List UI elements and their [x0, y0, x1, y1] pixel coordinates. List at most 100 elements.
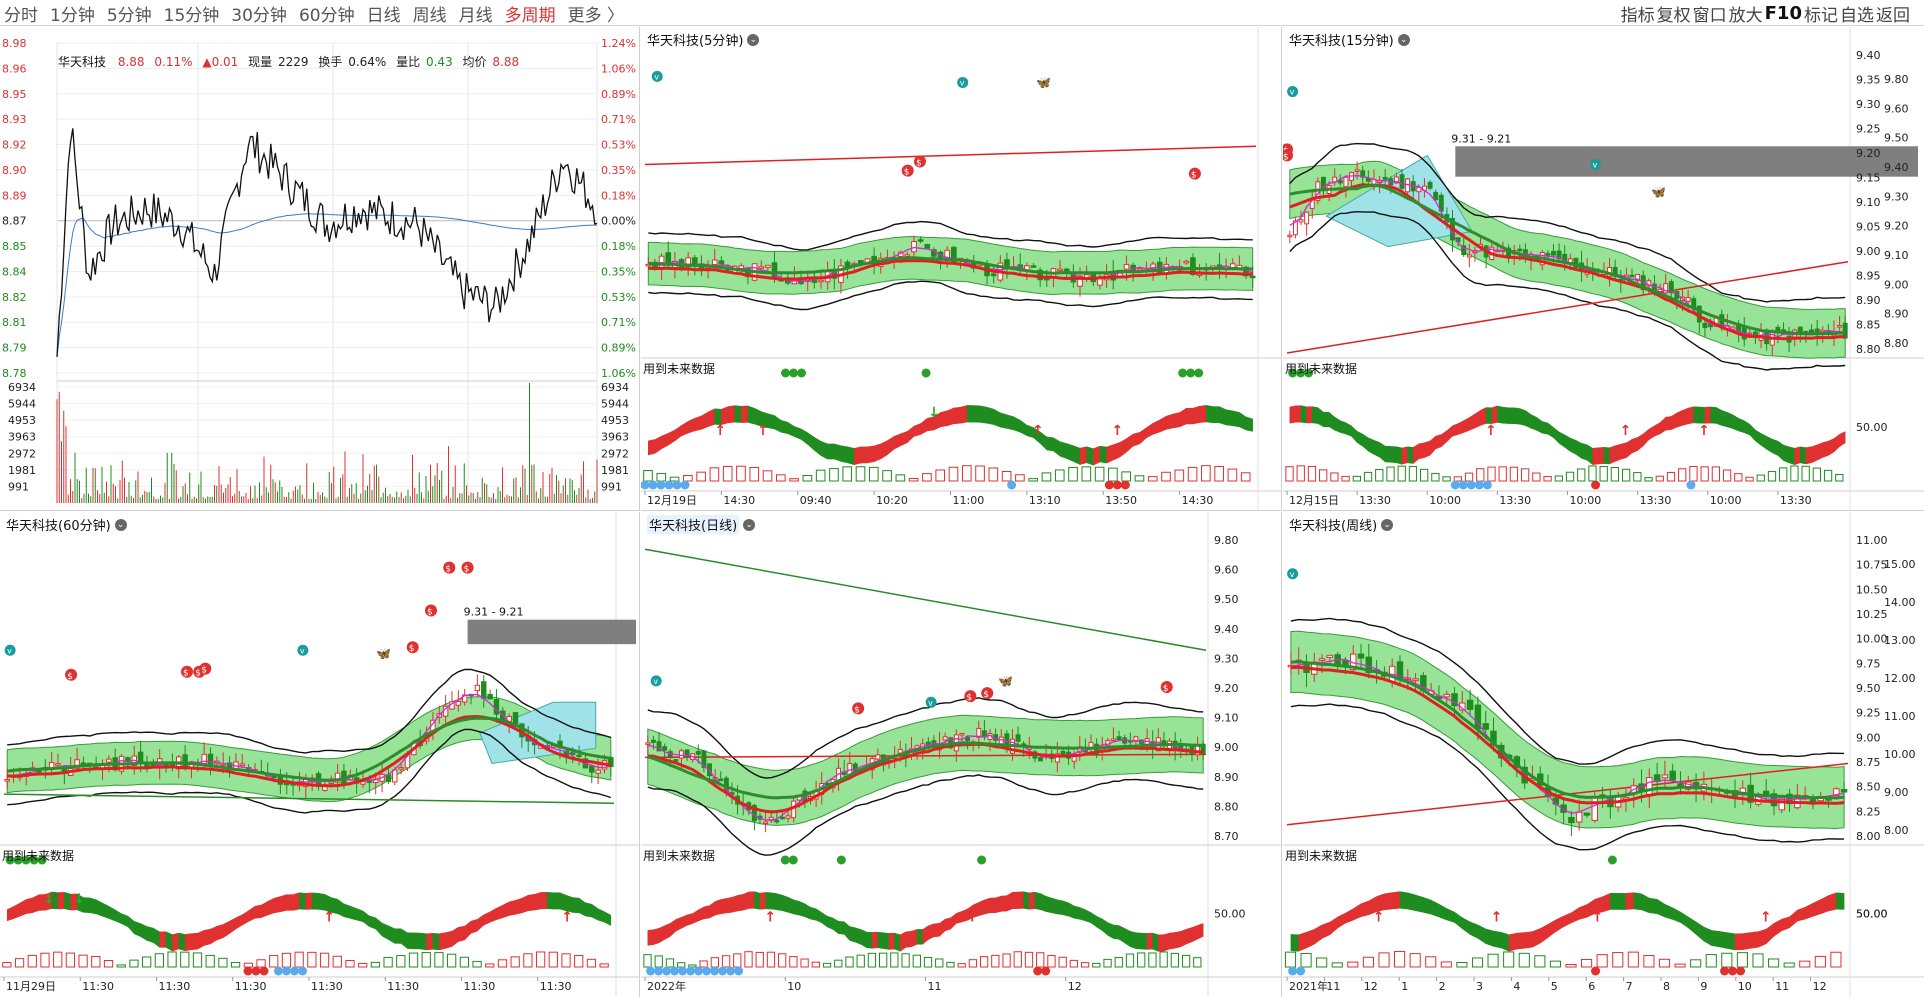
oscillator-ribbon [1415, 894, 1424, 913]
tab-multi-period[interactable]: 多周期 [504, 5, 556, 26]
oscillator-ribbon [508, 899, 516, 916]
candle [718, 778, 724, 782]
x-tick-label: 7 [1626, 980, 1633, 993]
oscillator-ribbon [1783, 444, 1790, 464]
oscillator-ribbon [1368, 437, 1375, 455]
tab-60min[interactable]: 60分钟 [298, 5, 355, 26]
adjust-button[interactable]: 复权 [1656, 5, 1691, 26]
oscillator-ribbon [1516, 932, 1525, 950]
mark-button[interactable]: 标记 [1804, 5, 1838, 26]
oscillator-bar [1577, 468, 1586, 482]
oscillator-ribbon [496, 904, 504, 921]
oscillator-bar [811, 961, 820, 968]
oscillator-ribbon [933, 923, 940, 938]
panel-60min[interactable]: 华天科技(60分钟) ⌄ 9.31 - 9.21 v v $ $ $ $ 🦋 $ $ $ $ ↓ ↓ ↑ ↑ 1… [0, 512, 640, 997]
zoom-button[interactable]: 放大 [1728, 5, 1763, 26]
signal-glyph: $ [67, 672, 73, 682]
oscillator-ribbon [1564, 434, 1571, 452]
back-button[interactable]: 返回 [1876, 5, 1910, 26]
x-tick-label: 12月19日 [647, 494, 697, 507]
oscillator-ribbon [956, 910, 963, 924]
oscillator-ribbon [261, 900, 268, 918]
oscillator-ribbon [1345, 422, 1352, 437]
oscillator-ribbon [559, 892, 567, 912]
gear-icon[interactable]: ⌄ [114, 518, 127, 531]
gear-icon[interactable]: ⌄ [747, 33, 760, 46]
osc-tick: 50.00 [1856, 421, 1888, 434]
oscillator-ribbon [439, 932, 446, 951]
signal-bubble [5, 855, 15, 865]
oscillator-ribbon [687, 417, 696, 434]
panel-15min[interactable]: 华天科技(15分钟) ⌄ 9.31 - 9.21v$$v🦋9.409.359.3… [1283, 27, 1924, 511]
tab-5min[interactable]: 5分钟 [106, 5, 152, 26]
oscillator-ribbon [810, 906, 817, 921]
oscillator-ribbon [172, 932, 179, 952]
tab-daily[interactable]: 日线 [366, 5, 401, 26]
oscillator-ribbon [1337, 912, 1346, 929]
tab-more[interactable]: 更多 〉 [567, 5, 624, 26]
tab-1min[interactable]: 1分钟 [50, 5, 95, 26]
ma-line-red [647, 742, 1204, 814]
oscillator-ribbon [1812, 899, 1821, 917]
oscillator-ribbon [1676, 409, 1683, 428]
future-data-label: 用到未来数据 [2, 849, 75, 863]
oscillator-bar [1125, 953, 1135, 968]
oscillator-bar [421, 952, 431, 968]
x-tick-label: 13:30 [1640, 494, 1672, 507]
window-button[interactable]: 窗口 [1692, 5, 1727, 26]
oscillator-ribbon [1772, 438, 1779, 456]
gear-icon[interactable]: ⌄ [1381, 518, 1394, 531]
panel-title[interactable]: 华天科技(5分钟) ⌄ [647, 30, 760, 49]
oscillator-ribbon [1680, 911, 1689, 929]
tab-30min[interactable]: 30分钟 [231, 5, 287, 26]
signal-bubble [656, 480, 666, 490]
panel-title[interactable]: 华天科技(60分钟) ⌄ [6, 515, 127, 534]
oscillator-ribbon [1811, 444, 1818, 464]
candle [1778, 797, 1785, 811]
trend-line-green [644, 548, 1207, 652]
panel-title[interactable]: 华天科技(15分钟) ⌄ [1289, 30, 1410, 49]
teal-signal-icon [1287, 86, 1299, 98]
oscillator-ribbon [1169, 932, 1176, 950]
tab-15min[interactable]: 15分钟 [163, 5, 220, 26]
oscillator-bar [908, 477, 919, 482]
f10-button[interactable]: F10 [1764, 2, 1802, 24]
oscillator-ribbon [1418, 442, 1425, 460]
panel-5min[interactable]: 华天科技(5分钟) ⌄ v v 🦋 $ $ $ ↑ ↑ ↓ ↑ ↑ 12月19日 14:30 09:40 1… [641, 27, 1282, 511]
panel-title[interactable]: 华天科技(日线) ⌄ [647, 515, 756, 534]
oscillator-ribbon [1073, 445, 1081, 465]
oscillator-bar [1316, 957, 1328, 968]
oscillator-bar [1137, 952, 1146, 968]
signal-bubble [1728, 966, 1738, 976]
oscillator-bar [1068, 466, 1078, 482]
panel-daily[interactable]: 华天科技(日线) ⌄ v v $ $ $ 🦋 $9.80 9.60 9.50 9.40 9.30 9.… [641, 512, 1282, 997]
oscillator-bar [923, 956, 933, 968]
oscillator-ribbon [698, 906, 705, 922]
indicator-button[interactable]: 指标 [1620, 5, 1655, 26]
panel-title[interactable]: 华天科技(周线) ⌄ [1289, 515, 1394, 534]
tab-monthly[interactable]: 月线 [458, 5, 493, 26]
signal-bubble [1104, 480, 1114, 490]
tab-weekly[interactable]: 周线 [412, 5, 447, 26]
oscillator-bar [722, 465, 733, 482]
oscillator-ribbon [1592, 447, 1599, 465]
oscillator-ribbon [686, 913, 693, 926]
oscillator-bar [845, 956, 854, 968]
panel-weekly[interactable]: 华天科技(周线) ⌄ v 11.00 10.75 10.50 10.25 10.00 9.7… [1283, 512, 1924, 997]
price-tick: 9.15 [1856, 172, 1881, 185]
oscillator-bar [1134, 475, 1145, 482]
oscillator-bar [901, 953, 910, 968]
intraday-panel[interactable]: 华天科技 8.88 0.11% ▲0.01 现量 2229 换手 0.64% 量… [0, 27, 640, 511]
oscillator-ribbon [667, 429, 676, 446]
oscillator-ribbon [451, 926, 459, 948]
oscillator-bar [1187, 466, 1198, 482]
gear-icon[interactable]: ⌄ [1397, 33, 1410, 46]
oscillator-ribbon [658, 925, 665, 944]
oscillator-bar [1588, 465, 1597, 482]
tab-intraday[interactable]: 分时 [4, 5, 38, 26]
watchlist-button[interactable]: 自选 [1840, 5, 1874, 26]
oscillator-bar [1058, 956, 1067, 968]
gear-icon[interactable]: ⌄ [743, 518, 756, 531]
signal-icon [461, 561, 474, 574]
oscillator-ribbon [1626, 438, 1633, 459]
